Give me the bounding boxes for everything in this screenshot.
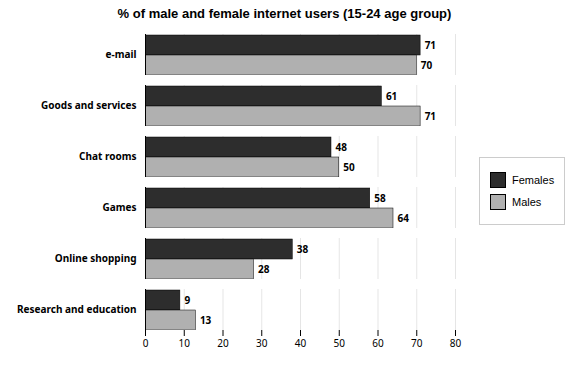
svg-text:50: 50	[343, 160, 355, 174]
svg-text:48: 48	[336, 140, 348, 154]
svg-text:30: 30	[256, 336, 268, 350]
html-text:% of male and female internet: % of male and female internet users (15-…	[117, 6, 452, 21]
svg-text:Chat rooms: Chat rooms	[79, 149, 136, 163]
svg-text:71: 71	[425, 38, 436, 52]
svg-text:Games: Games	[103, 200, 137, 214]
svg-text:58: 58	[374, 191, 386, 205]
svg-text:13: 13	[200, 313, 212, 327]
svg-text:40: 40	[295, 336, 307, 350]
svg-text:Research and education: Research and education	[17, 302, 136, 316]
svg-text:28: 28	[258, 262, 270, 276]
svg-text:20: 20	[217, 336, 229, 350]
svg-text:60: 60	[372, 336, 384, 350]
svg-text:70: 70	[411, 336, 423, 350]
svg-text:e-mail: e-mail	[106, 47, 137, 61]
svg-text:71: 71	[425, 109, 436, 123]
svg-text:Goods and services: Goods and services	[41, 98, 136, 112]
svg-text:50: 50	[334, 336, 346, 350]
svg-text:Online shopping: Online shopping	[55, 251, 137, 265]
html-text:Males: Males	[512, 195, 542, 208]
svg-text:61: 61	[386, 89, 397, 103]
svg-text:80: 80	[450, 336, 462, 350]
svg-text:0: 0	[143, 336, 149, 350]
svg-text:9: 9	[184, 293, 190, 307]
svg-text:70: 70	[421, 58, 433, 72]
svg-text:38: 38	[297, 242, 309, 256]
svg-text:10: 10	[179, 336, 191, 350]
svg-text:64: 64	[398, 211, 410, 225]
html-text:Females: Females	[512, 173, 555, 186]
